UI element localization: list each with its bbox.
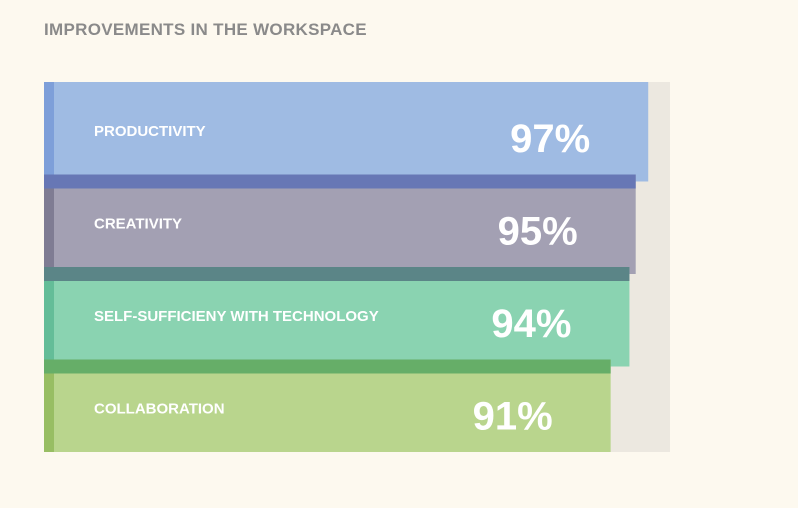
- value-label: 95%: [498, 210, 578, 254]
- bar-edge: [44, 359, 54, 452]
- chart-title: IMPROVEMENTS IN THE WORKSPACE: [44, 20, 367, 39]
- bar-edge: [44, 174, 54, 274]
- bars: [44, 82, 649, 452]
- bar: [44, 174, 636, 274]
- value-label: 94%: [491, 302, 571, 346]
- category-label: PRODUCTIVITY: [94, 123, 206, 140]
- category-label: CREATIVITY: [94, 216, 182, 233]
- category-label: SELF-SUFFICIENY WITH TECHNOLOGY: [94, 308, 379, 325]
- value-label: 97%: [510, 117, 590, 161]
- bar: [44, 82, 649, 182]
- bar-overlap: [44, 359, 611, 374]
- category-label: COLLABORATION: [94, 401, 225, 418]
- value-label: 91%: [473, 395, 553, 439]
- bar-overlap: [44, 267, 630, 281]
- bar-labels: PRODUCTIVITY 97% CREATIVITY 95% SELF-SUFFICI…: [94, 117, 590, 439]
- bar-overlap: [44, 174, 636, 189]
- bar-edge: [44, 82, 54, 182]
- bar: [44, 267, 630, 367]
- bar: [44, 359, 611, 452]
- bar-edge: [44, 267, 54, 367]
